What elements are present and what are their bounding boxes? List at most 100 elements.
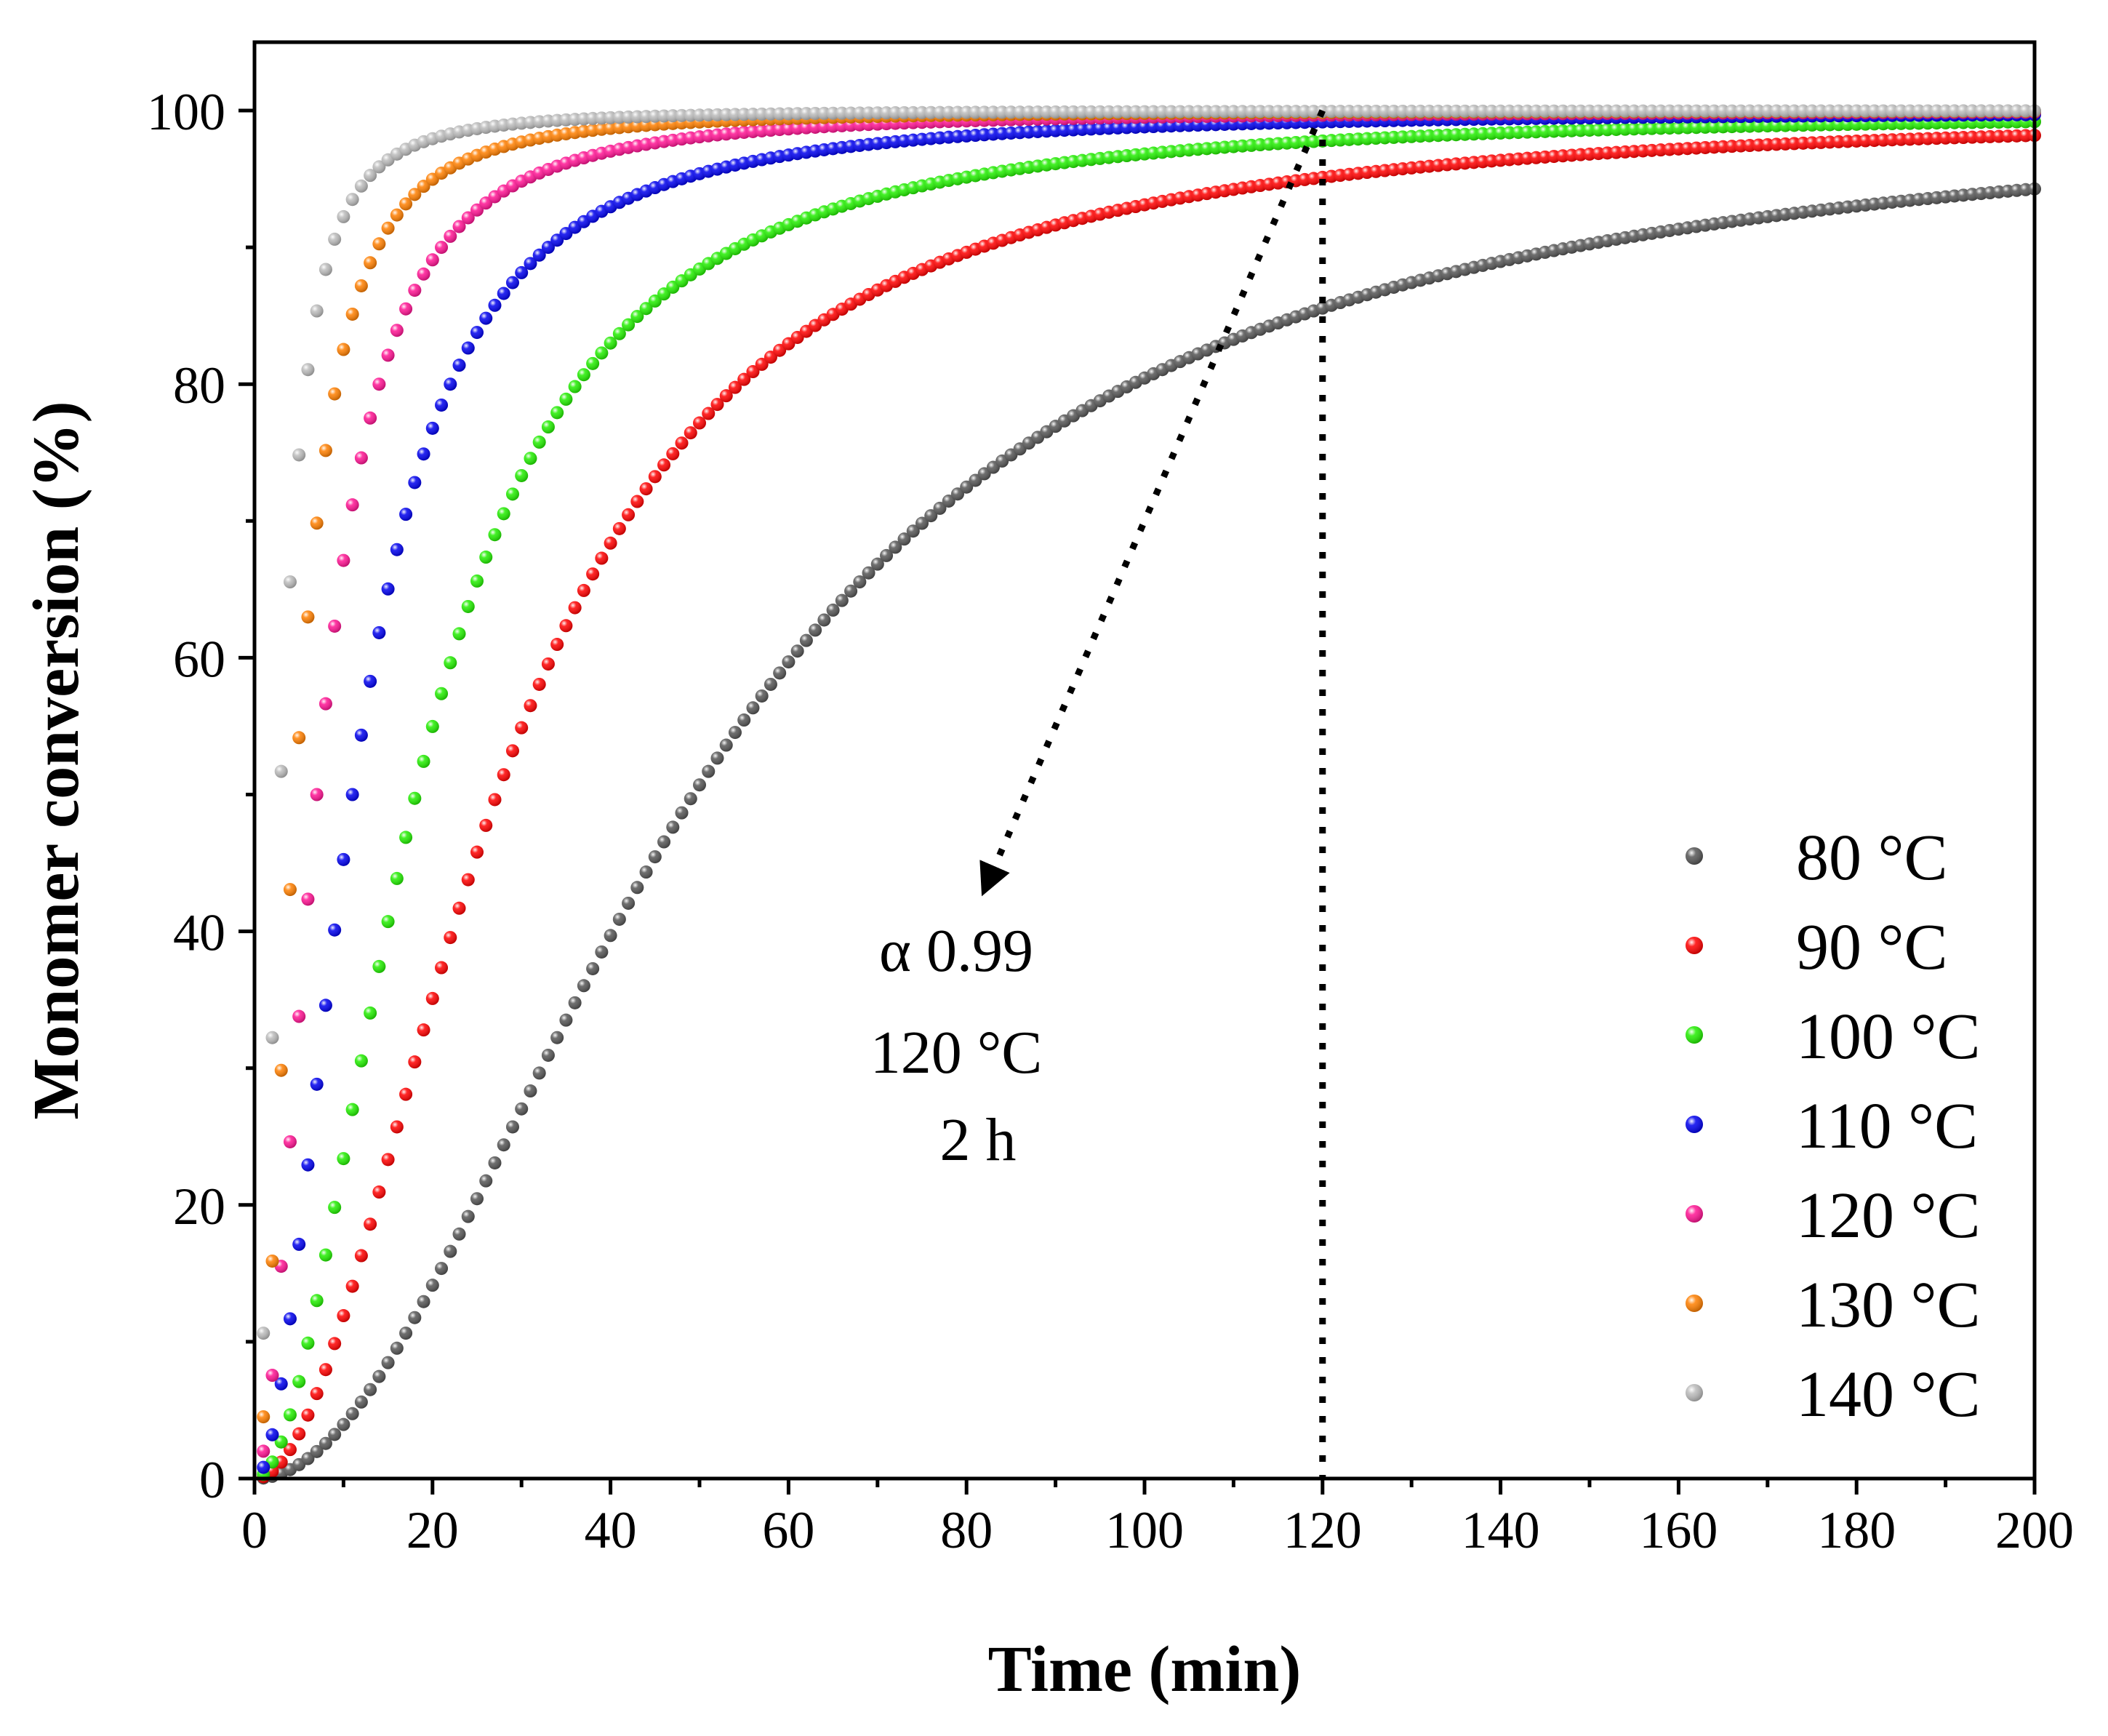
- data-point-highlight: [870, 557, 884, 571]
- data-point-highlight: [345, 193, 359, 207]
- data-point-highlight: [301, 892, 315, 906]
- data-point-highlight: [301, 1408, 315, 1422]
- data-point-highlight: [897, 532, 911, 546]
- data-point-highlight: [301, 610, 315, 624]
- data-point-highlight: [444, 229, 457, 243]
- data-point-highlight: [274, 1435, 288, 1449]
- data-point-highlight: [550, 406, 564, 420]
- legend-marker-highlight: [1686, 1205, 1703, 1223]
- data-point-highlight: [292, 448, 306, 462]
- data-point-highlight: [479, 1174, 493, 1188]
- data-point-highlight: [399, 831, 413, 844]
- data-point-highlight: [318, 1436, 332, 1450]
- x-tick-label: 100: [1105, 1501, 1184, 1559]
- data-point-highlight: [515, 721, 529, 735]
- annotation-arrow: [979, 109, 1326, 897]
- data-point-highlight: [345, 1279, 359, 1293]
- legend-label: 80 °C: [1796, 822, 1948, 894]
- data-point-highlight: [479, 551, 493, 564]
- data-point-highlight: [408, 284, 422, 297]
- data-point-highlight: [364, 1383, 377, 1396]
- data-point-highlight: [675, 436, 689, 450]
- legend-label: 110 °C: [1796, 1090, 1978, 1162]
- data-point-highlight: [328, 1428, 342, 1441]
- data-point-highlight: [746, 365, 760, 379]
- data-point-highlight: [417, 267, 430, 281]
- data-point-highlight: [595, 346, 609, 360]
- data-point-highlight: [764, 351, 777, 364]
- data-point-highlight: [390, 324, 404, 337]
- data-point-highlight: [505, 487, 519, 501]
- data-point-highlight: [372, 1185, 386, 1199]
- x-tick-label: 140: [1462, 1501, 1540, 1559]
- data-point-highlight: [444, 377, 457, 391]
- data-point-highlight: [684, 426, 697, 440]
- data-point-highlight: [257, 1460, 270, 1474]
- data-point-highlight: [657, 458, 671, 472]
- data-point-highlight: [390, 1341, 404, 1355]
- data-point-highlight: [497, 768, 510, 782]
- data-point-highlight: [435, 687, 449, 700]
- data-point-highlight: [622, 508, 636, 521]
- data-point-highlight: [318, 444, 332, 457]
- data-point-highlight: [381, 582, 395, 596]
- plot-frame: [252, 40, 2037, 1481]
- data-point-highlight: [390, 871, 404, 885]
- data-point-highlight: [737, 713, 751, 727]
- data-point-highlight: [399, 197, 413, 211]
- data-point-highlight: [639, 865, 653, 879]
- data-point-highlight: [318, 999, 332, 1012]
- data-point-highlight: [417, 180, 430, 193]
- data-point-highlight: [345, 307, 359, 321]
- legend-marker-highlight: [1686, 847, 1703, 865]
- legend-marker-highlight: [1686, 1116, 1703, 1133]
- data-point-highlight: [719, 738, 733, 752]
- data-point-highlight: [354, 1249, 368, 1263]
- data-point-highlight: [755, 689, 769, 703]
- data-point-highlight: [372, 237, 386, 251]
- data-point-highlight: [550, 233, 564, 247]
- data-point-highlight: [568, 601, 582, 615]
- data-point-highlight: [568, 380, 582, 393]
- x-tick-label: 20: [406, 1501, 459, 1559]
- data-point-highlight: [283, 1408, 297, 1422]
- data-point-highlight: [337, 553, 350, 567]
- data-point-highlight: [257, 1444, 270, 1458]
- data-point-highlight: [461, 341, 475, 355]
- data-point-highlight: [541, 1048, 555, 1062]
- annotation-line-temp: 120 °C: [870, 1019, 1043, 1087]
- data-point-highlight: [470, 845, 484, 859]
- data-point-highlight: [301, 1336, 315, 1350]
- data-point-highlight: [337, 852, 350, 866]
- legend-label: 100 °C: [1796, 1001, 1981, 1073]
- data-point-highlight: [328, 619, 342, 633]
- data-point-highlight: [292, 1237, 306, 1251]
- data-point-highlight: [479, 818, 493, 832]
- data-point-highlight: [328, 232, 342, 246]
- data-point-highlight: [746, 701, 760, 715]
- data-point-highlight: [301, 363, 315, 377]
- data-point-highlight: [283, 1312, 297, 1326]
- data-point-highlight: [728, 726, 742, 740]
- data-point-highlight: [399, 1087, 413, 1101]
- data-point-highlight: [354, 451, 368, 465]
- data-point-highlight: [612, 327, 626, 340]
- data-point-highlight: [372, 1369, 386, 1383]
- data-point-highlight: [417, 1295, 430, 1308]
- data-point-highlight: [577, 368, 590, 382]
- legend-marker-highlight: [1686, 1295, 1703, 1312]
- data-point-highlight: [435, 241, 449, 255]
- data-point-highlight: [942, 494, 955, 508]
- data-point-highlight: [390, 543, 404, 556]
- data-point-highlight: [461, 599, 475, 613]
- data-point-highlight: [452, 220, 466, 233]
- data-point-highlight: [835, 593, 849, 607]
- data-point-highlight: [310, 1444, 324, 1458]
- data-point-highlight: [532, 248, 546, 262]
- data-point-highlight: [648, 470, 662, 484]
- legend-item: 90 °C: [1686, 911, 1948, 983]
- x-tick-label: 0: [241, 1501, 268, 1559]
- data-point-highlight: [719, 389, 733, 403]
- data-point-highlight: [782, 655, 795, 669]
- data-point-highlight: [301, 1158, 315, 1172]
